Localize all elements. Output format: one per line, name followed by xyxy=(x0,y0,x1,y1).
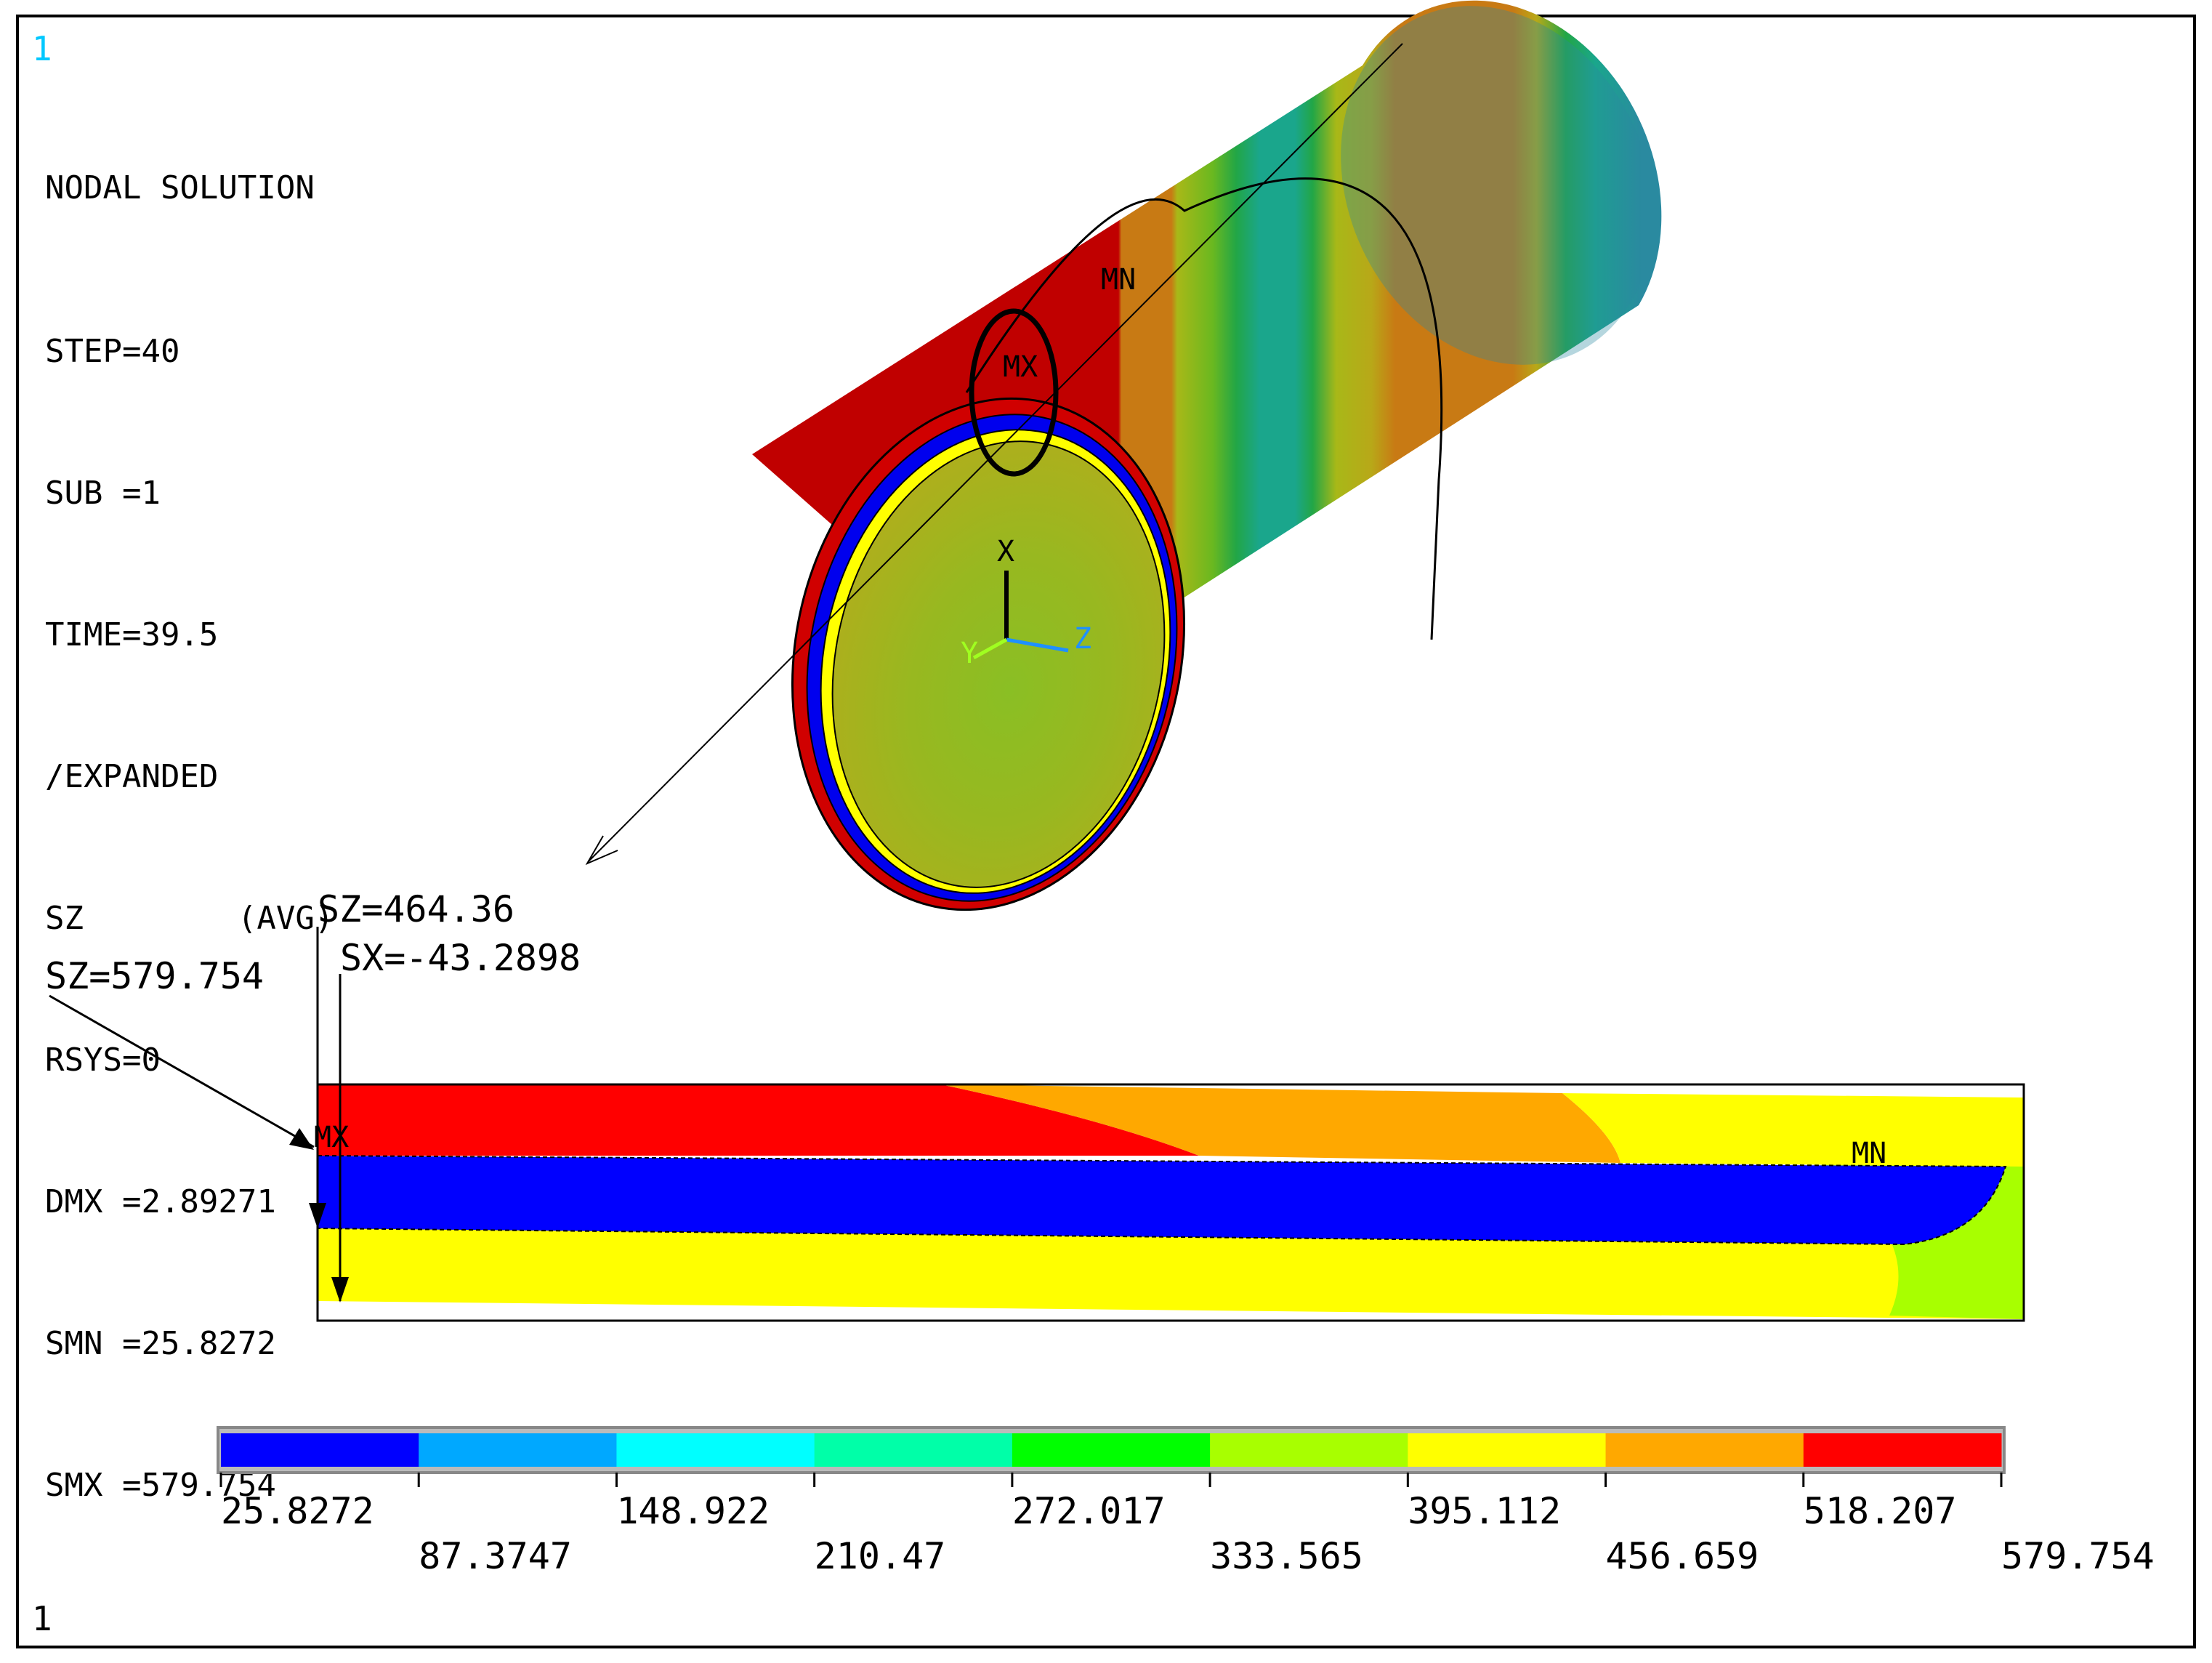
cylinder-far-end xyxy=(1341,6,1653,365)
triad-z-axis xyxy=(1006,637,1069,653)
legend-swatch xyxy=(419,1433,617,1467)
triad-y-label: Y xyxy=(961,637,978,670)
legend-swatch xyxy=(616,1433,815,1467)
model-mx-label: MX xyxy=(1003,350,1038,384)
pointer-line-model xyxy=(588,43,1403,862)
mx-highlight-circle xyxy=(969,308,1059,477)
legend-swatch xyxy=(1408,1433,1607,1467)
info-time: TIME=39.5 xyxy=(45,616,219,653)
legend-value-label: 333.565 xyxy=(1210,1535,1363,1577)
section-orange-layer xyxy=(941,1084,1620,1163)
section-upper-yellow xyxy=(1562,1093,2024,1167)
triad-z-label: Z xyxy=(1074,622,1091,656)
info-dmx: DMX =2.89271 xyxy=(45,1183,276,1220)
legend-swatch xyxy=(221,1433,419,1467)
section-red-layer xyxy=(318,1084,1199,1156)
info-sub: SUB =1 xyxy=(45,475,161,512)
window-number-bottom: 1 xyxy=(32,1599,52,1638)
callout-sz-mid-arrow xyxy=(309,1203,326,1228)
pointer-arrowhead xyxy=(585,835,618,866)
legend-swatch xyxy=(1210,1433,1408,1467)
solution-title: NODAL SOLUTION xyxy=(45,169,315,206)
legend-value-label: 87.3747 xyxy=(419,1535,572,1577)
section-view: MX MN SZ=579.754 SZ=464.36 SX=-43.2898 xyxy=(45,888,2025,1322)
triad-y-axis xyxy=(972,637,1008,660)
window-number-top: 1 xyxy=(32,29,52,68)
section-mn-label: MN xyxy=(1852,1137,1886,1170)
legend-value-label: 210.47 xyxy=(815,1535,946,1577)
solution-info-block: NODAL SOLUTION STEP=40 SUB =1 TIME=39.5 … xyxy=(45,70,334,1556)
callout-sx-arrow xyxy=(331,1277,349,1302)
legend-value-label: 148.922 xyxy=(616,1490,770,1532)
legend-swatch xyxy=(1012,1433,1211,1467)
callout-sz-outer-arrow xyxy=(289,1128,314,1150)
legend-swatch xyxy=(814,1433,1013,1467)
section-yellow-layer xyxy=(318,1227,2024,1319)
info-smn: SMN =25.8272 xyxy=(45,1325,276,1362)
model-mn-label: MN xyxy=(1101,263,1136,297)
section-blue-layer xyxy=(317,1154,2007,1246)
legend-value-label: 456.659 xyxy=(1606,1535,1759,1577)
callout-sz-outer: SZ=579.754 xyxy=(45,955,264,997)
contour-legend: 25.8272 148.922 272.017 395.112 518.207 87.37… xyxy=(217,1426,2155,1577)
legend-value-label: 25.8272 xyxy=(221,1490,374,1532)
section-mx-label: MX xyxy=(314,1121,349,1154)
legend-value-label: 272.017 xyxy=(1012,1490,1166,1532)
info-step: STEP=40 xyxy=(45,333,180,370)
info-expanded: /EXPANDED xyxy=(45,758,219,795)
legend-value-label: 518.207 xyxy=(1804,1490,1957,1532)
legend-value-label: 579.754 xyxy=(2001,1535,2155,1577)
cylinder-model: MX MN X Y Z xyxy=(585,0,1662,911)
legend-swatch xyxy=(1803,1433,2002,1467)
section-outline xyxy=(965,177,1443,640)
triad-x-label: X xyxy=(997,535,1014,568)
legend-value-label: 395.112 xyxy=(1408,1490,1561,1532)
callout-sz-mid: SZ=464.36 xyxy=(318,888,514,930)
legend-swatch xyxy=(1605,1433,1804,1467)
callout-sz-outer-leader xyxy=(49,994,315,1148)
callout-sx: SX=-43.2898 xyxy=(340,937,581,979)
